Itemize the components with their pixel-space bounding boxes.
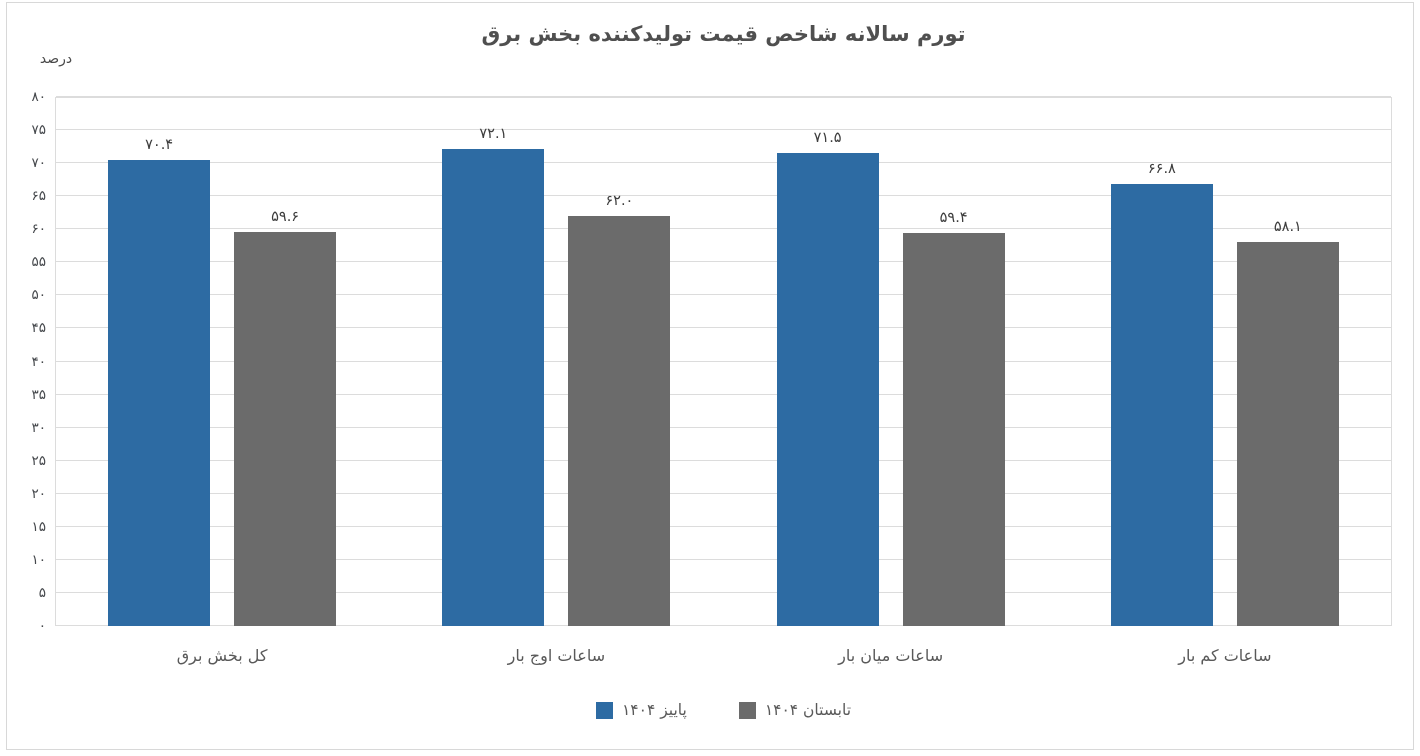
y-tick-label: ۴۵	[31, 320, 46, 337]
y-tick-label: ۳۵	[31, 386, 46, 403]
gridline	[56, 294, 1391, 296]
chart-title: تورم سالانه شاخص قیمت تولیدکننده بخش برق	[481, 22, 966, 46]
y-tick-label: ۰	[38, 618, 46, 634]
y-axis-title: درصد	[39, 51, 73, 67]
legend-swatch	[595, 701, 613, 719]
y-tick-label: ۶۰	[31, 221, 46, 238]
bar	[1110, 184, 1213, 626]
gridline	[56, 426, 1391, 428]
gridline	[56, 228, 1391, 230]
y-tick-label: ۴۰	[31, 353, 46, 370]
x-axis-category-labels: کل بخش برق ساعات اوج بار ساعات میان بار ساع…	[55, 646, 1392, 672]
bar	[108, 160, 211, 626]
gridline	[56, 393, 1391, 395]
gridline	[56, 195, 1391, 197]
bar	[442, 149, 545, 626]
gridline	[56, 558, 1391, 560]
gridline	[56, 162, 1391, 164]
y-tick-label: ۷۵	[31, 122, 46, 139]
gridline	[56, 492, 1391, 494]
y-tick-label: ۱۰	[31, 551, 46, 568]
x-category-label: ساعات کم بار	[1178, 646, 1272, 665]
legend-label: تابستان ۱۴۰۴	[764, 701, 852, 719]
bar	[568, 216, 671, 626]
y-tick-label: ۵۵	[31, 254, 46, 271]
x-category-label: ساعات میان بار	[838, 646, 944, 665]
y-tick-label: ۶۵	[31, 188, 46, 205]
y-tick-label: ۲۵	[31, 452, 46, 469]
x-category-label: ساعات اوج بار	[507, 646, 606, 665]
y-tick-label: ۵۰	[31, 287, 46, 304]
bar-value-label: ۷۱.۵	[813, 130, 842, 147]
y-tick-label: ۲۰	[31, 485, 46, 502]
y-axis-tick-labels: ۰ ۵ ۱۰ ۱۵ ۲۰ ۲۵ ۳۰ ۳۵ ۴۰ ۴۵ ۵۰ ۵۵ ۶۰ ۶۵ ۷۰ ۷۵ ۸۰	[0, 89, 48, 634]
bar-value-label: ۶۲.۰	[605, 193, 634, 210]
bar-value-label: ۷۰.۴	[145, 137, 174, 154]
gridline	[56, 360, 1391, 362]
bar-value-label: ۷۲.۱	[479, 126, 508, 143]
gridline	[56, 129, 1391, 131]
bar	[1236, 241, 1339, 626]
legend-swatch	[738, 701, 756, 719]
y-tick-label: ۵	[38, 584, 46, 601]
gridline	[56, 261, 1391, 263]
legend: پاییز ۱۴۰۴ تابستان ۱۴۰۴	[55, 701, 1392, 719]
y-tick-label: ۸۰	[31, 89, 46, 105]
y-tick-label: ۱۵	[31, 518, 46, 535]
bar-value-label: ۶۶.۸	[1147, 161, 1176, 178]
legend-item: تابستان ۱۴۰۴	[738, 701, 852, 719]
legend-label: پاییز ۱۴۰۴	[621, 701, 687, 719]
gridline	[56, 459, 1391, 461]
plot-area	[55, 96, 1392, 626]
bar-value-label: ۵۹.۶	[271, 208, 300, 225]
bars-layer: ۷۰.۴ ۵۹.۶ ۷۲.۱ ۶۲.۰ ۷۱.۵ ۵۹.۴ ۶۶.۸ ۵۸.۱	[55, 97, 1392, 626]
y-tick-label: ۷۰	[31, 155, 46, 172]
gridline	[56, 96, 1391, 97]
gridline	[56, 525, 1391, 527]
bar-value-label: ۵۸.۱	[1273, 218, 1302, 235]
bar	[776, 153, 879, 626]
legend-item: پاییز ۱۴۰۴	[595, 701, 687, 719]
y-tick-label: ۳۰	[31, 419, 46, 436]
bar	[902, 233, 1005, 626]
gridline	[56, 591, 1391, 593]
gridline	[56, 327, 1391, 329]
chart-border-frame	[6, 2, 1414, 750]
bar-value-label: ۵۹.۴	[939, 210, 968, 227]
x-category-label: کل بخش برق	[176, 646, 268, 665]
bar	[234, 231, 337, 626]
